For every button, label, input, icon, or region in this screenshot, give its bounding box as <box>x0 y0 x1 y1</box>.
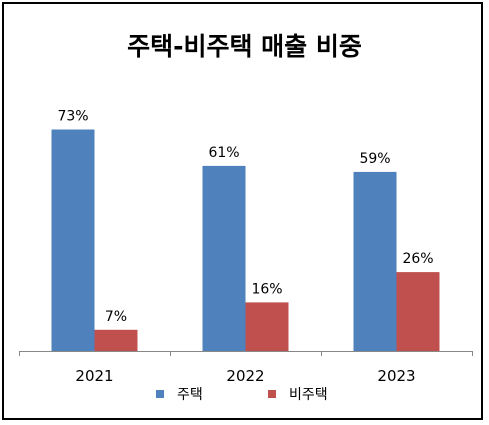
legend-label-non-housing: 비주택 <box>289 387 328 403</box>
data-label-non-housing-2023: 26% <box>402 251 433 267</box>
legend-label-housing: 주택 <box>177 387 203 403</box>
bar-housing-2022 <box>202 165 246 351</box>
bar-housing-2021 <box>51 129 95 351</box>
data-label-housing-2022: 61% <box>208 145 239 161</box>
bars-group <box>51 129 440 351</box>
legend: 주택 비주택 <box>156 387 328 403</box>
bar-non-housing-2021 <box>94 329 138 351</box>
bar-non-housing-2023 <box>396 272 440 351</box>
data-label-housing-2021: 73% <box>57 109 88 125</box>
legend-swatch-non-housing <box>268 390 276 398</box>
x-tick-label-2022: 2022 <box>226 367 264 385</box>
chart-title: 주택-비주택 매출 비중 <box>127 32 362 61</box>
x-axis: 2021 2022 2023 <box>19 351 473 385</box>
legend-swatch-housing <box>156 390 164 398</box>
data-label-housing-2023: 59% <box>359 151 390 167</box>
x-tick-label-2023: 2023 <box>377 367 415 385</box>
data-label-non-housing-2021: 7% <box>105 309 127 325</box>
bar-housing-2023 <box>353 171 397 351</box>
data-label-non-housing-2022: 16% <box>251 281 282 297</box>
data-labels-group: 73% 7% 61% 16% 59% 26% <box>57 109 433 325</box>
x-tick-label-2021: 2021 <box>75 367 113 385</box>
bar-non-housing-2022 <box>245 302 289 351</box>
